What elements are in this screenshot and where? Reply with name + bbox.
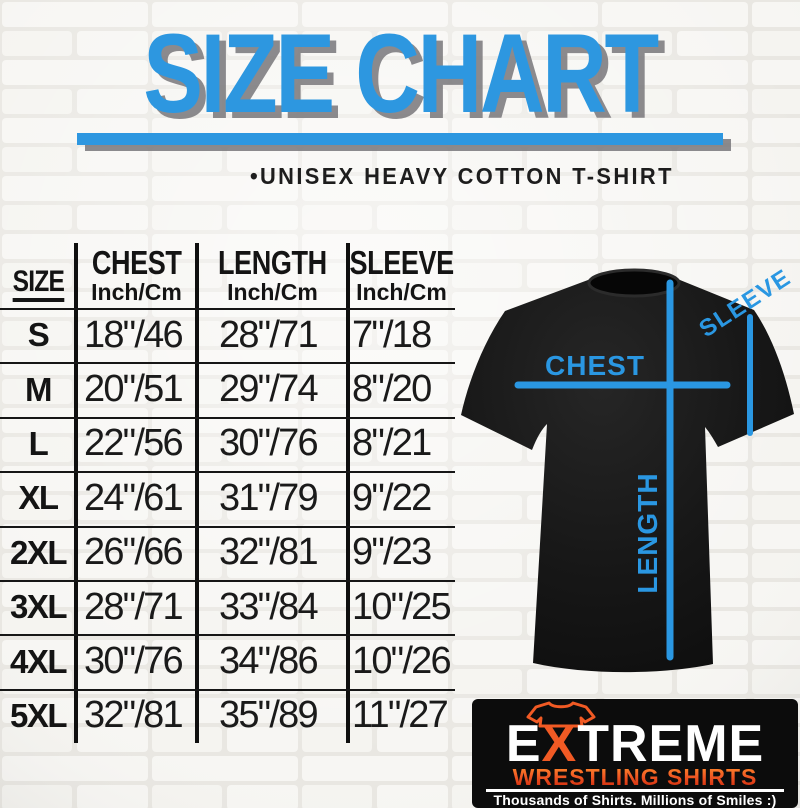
- brand-name: EXTREME: [505, 715, 765, 773]
- column-subheader-sleeve: Inch/Cm: [356, 279, 447, 305]
- table-header-row: SIZE CHEST Inch/Cm LENGTH Inch/Cm SLEEVE…: [0, 243, 455, 308]
- table-row: 4XL 30"/76 34"/86 10"/26: [0, 634, 455, 688]
- size-cell: 4XL: [9, 642, 68, 680]
- column-header-chest: CHEST Inch/Cm: [91, 244, 182, 305]
- chest-cell: 26"/66: [84, 531, 184, 574]
- size-cell: 3XL: [9, 588, 68, 626]
- table-row: M 20"/51 29"/74 8"/20: [0, 362, 455, 416]
- row-divider: [0, 308, 455, 310]
- title-underline: [77, 133, 723, 145]
- sleeve-cell: 8"/21: [352, 422, 432, 465]
- chest-cell: 24"/61: [84, 476, 184, 519]
- column-subheader-length: Inch/Cm: [227, 279, 318, 305]
- row-divider: [0, 417, 455, 419]
- brand-subtitle: WRESTLING SHIRTS: [472, 766, 798, 789]
- column-divider: [74, 243, 78, 743]
- size-cell: 2XL: [9, 533, 68, 571]
- length-cell: 30"/76: [219, 422, 319, 465]
- size-cell: S: [27, 316, 50, 354]
- brand-logo: EXTREME WRESTLING SHIRTS Thousands of Sh…: [472, 699, 798, 808]
- page-title: SIZE CHART: [0, 11, 800, 136]
- size-cell: L: [28, 424, 49, 462]
- column-header-size: SIZE: [0, 243, 76, 308]
- row-divider: [0, 689, 455, 691]
- chest-cell: 32"/81: [84, 694, 184, 737]
- length-cell: 31"/79: [219, 476, 319, 519]
- length-cell: 32"/81: [219, 531, 319, 574]
- size-chart-table: SIZE CHEST Inch/Cm LENGTH Inch/Cm SLEEVE…: [0, 243, 455, 743]
- brand-divider: [486, 789, 784, 792]
- chest-cell: 20"/51: [84, 368, 184, 411]
- row-divider: [0, 471, 455, 473]
- sleeve-cell: 9"/23: [352, 531, 432, 574]
- length-cell: 28"/71: [219, 313, 319, 356]
- sleeve-cell: 11"/27: [352, 694, 449, 737]
- column-header-sleeve: SLEEVE Inch/Cm: [349, 244, 454, 305]
- row-divider: [0, 634, 455, 636]
- tshirt-body: [461, 271, 794, 673]
- length-label: LENGTH: [632, 472, 663, 593]
- row-divider: [0, 580, 455, 582]
- tshirt-collar: [587, 268, 681, 298]
- page-subtitle: •UNISEX HEAVY COTTON T-SHIRT: [250, 163, 674, 189]
- table-row: 3XL 28"/71 33"/84 10"/25: [0, 580, 455, 634]
- sleeve-cell: 9"/22: [352, 476, 432, 519]
- sleeve-cell: 7"/18: [352, 313, 432, 356]
- sleeve-cell: 8"/20: [352, 368, 432, 411]
- table-row: S 18"/46 28"/71 7"/18: [0, 308, 455, 362]
- page-title-text: SIZE CHART: [143, 11, 659, 136]
- sleeve-cell: 10"/25: [352, 585, 452, 628]
- size-cell: M: [25, 370, 53, 408]
- tshirt-measurement-diagram: CHEST LENGTH SLEEVE: [461, 264, 796, 673]
- sleeve-cell: 10"/26: [352, 640, 452, 683]
- chest-cell: 22"/56: [84, 422, 184, 465]
- length-cell: 29"/74: [219, 368, 319, 411]
- column-divider: [346, 243, 350, 743]
- column-divider: [195, 243, 199, 743]
- table-row: 5XL 32"/81 35"/89 11"/27: [0, 689, 455, 743]
- length-cell: 34"/86: [219, 640, 319, 683]
- column-header-length: LENGTH Inch/Cm: [218, 244, 327, 305]
- chest-label: CHEST: [545, 350, 645, 381]
- brand-tagline: Thousands of Shirts. Millions of Smiles …: [493, 791, 777, 808]
- chest-cell: 18"/46: [84, 313, 184, 356]
- table-row: XL 24"/61 31"/79 9"/22: [0, 471, 455, 525]
- length-cell: 33"/84: [219, 585, 319, 628]
- tshirt-icon: [526, 701, 596, 728]
- length-cell: 35"/89: [219, 694, 319, 737]
- table-row: 2XL 26"/66 32"/81 9"/23: [0, 526, 455, 580]
- column-subheader-chest: Inch/Cm: [91, 279, 182, 305]
- size-cell: 5XL: [9, 696, 68, 734]
- chest-cell: 30"/76: [84, 640, 184, 683]
- size-cell: XL: [18, 479, 59, 517]
- table-row: L 22"/56 30"/76 8"/21: [0, 417, 455, 471]
- brand-name-x: X: [541, 715, 578, 773]
- row-divider: [0, 362, 455, 364]
- row-divider: [0, 526, 455, 528]
- chest-cell: 28"/71: [84, 585, 184, 628]
